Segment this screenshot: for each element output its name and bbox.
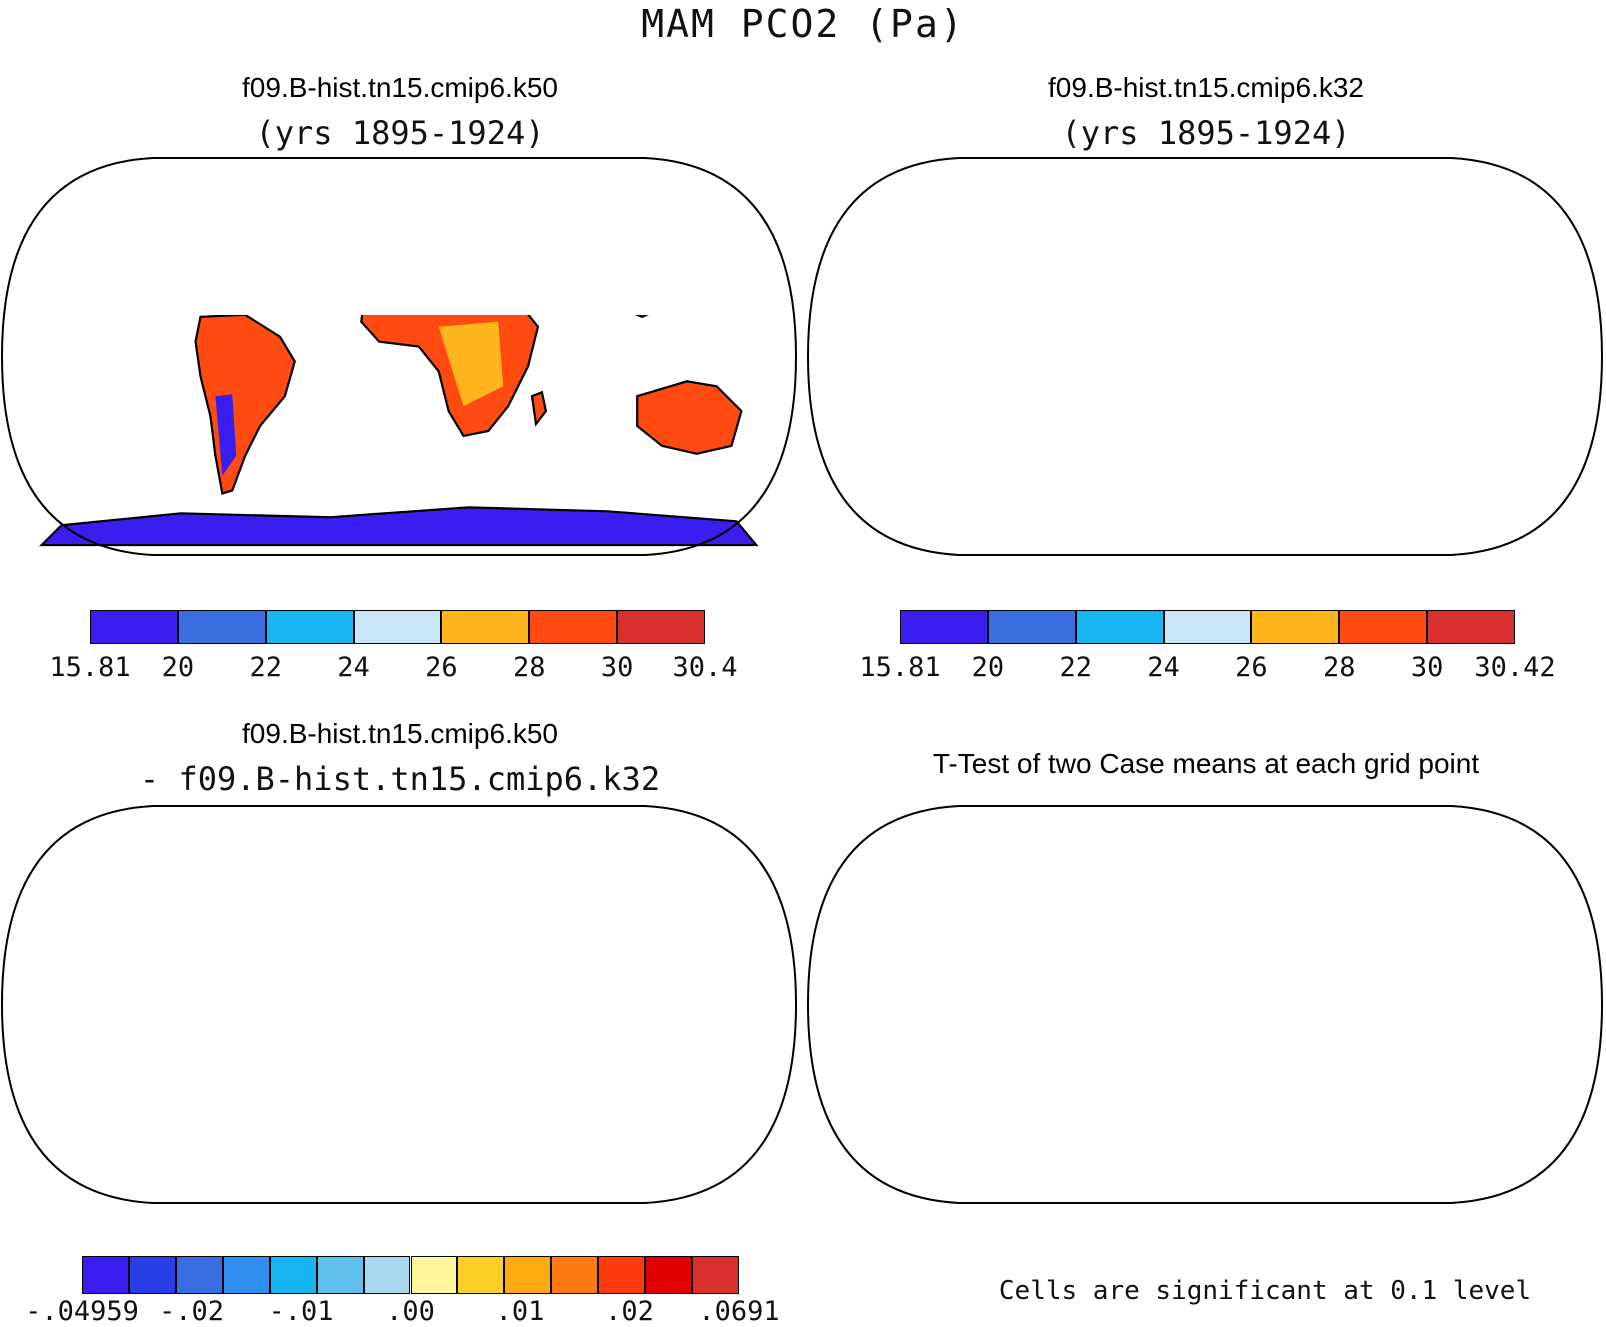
map-frame [0, 157, 798, 556]
colorbar-label: 15.81 [49, 652, 131, 683]
colorbar-label: .00 [386, 1296, 435, 1327]
colorbar-label: -.01 [268, 1296, 334, 1327]
map-frame [806, 157, 1604, 556]
panel-top-left-title: f09.B-hist.tn15.cmip6.k50 [242, 72, 558, 103]
colorbar-label: -.02 [158, 1296, 225, 1327]
colorbar-swatch [551, 1256, 599, 1294]
ocean [2, 806, 796, 1203]
coastline-australia [636, 380, 743, 455]
colorbar-label: 20 [161, 652, 195, 683]
panel-top-right-subtitle: (yrs 1895-1924) [1061, 114, 1351, 152]
figure-title: MAM PCO2 (Pa) [641, 2, 965, 46]
colorbar-swatch [1163, 610, 1252, 644]
ocean [2, 158, 796, 555]
map-bottom-right [806, 805, 1604, 1204]
colorbar-label: 30 [1410, 652, 1444, 683]
colorbar-label: 20 [971, 652, 1005, 683]
colorbar-swatch [457, 1256, 505, 1294]
colorbar-swatch [269, 1256, 317, 1294]
colorbar-swatch [529, 610, 618, 644]
coastline-southAmerica [194, 314, 296, 495]
colorbar-swatch [265, 610, 354, 644]
map-top-right [806, 157, 1604, 556]
colorbar-label: 26 [425, 652, 458, 683]
colorbar-swatch [1251, 610, 1340, 644]
colorbar-label: 30.42 [1474, 652, 1556, 683]
colorbar-swatch [441, 610, 530, 644]
colorbar-swatch [410, 1256, 458, 1294]
map-frame [0, 805, 798, 1204]
panel-bottom-right-title: T-Test of two Case means at each grid po… [932, 748, 1480, 779]
colorbar-swatch [175, 1256, 223, 1294]
colorbar-swatch [1427, 610, 1515, 644]
colorbar-swatch [598, 1256, 646, 1294]
ocean [808, 806, 1602, 1203]
map-bottom-left [0, 805, 798, 1204]
coastline-africa [360, 314, 540, 438]
land-antarctica [41, 507, 757, 546]
coastline-madagascar [530, 390, 548, 427]
colorbar-label: 28 [1323, 652, 1356, 683]
colorbar-label: .02 [605, 1296, 654, 1327]
colorbar-swatch [90, 610, 178, 644]
panel-top-right-title: f09.B-hist.tn15.cmip6.k32 [1048, 72, 1364, 103]
colorbar-swatch [645, 1256, 693, 1294]
ocean [808, 158, 1602, 555]
colorbar-swatch [987, 610, 1076, 644]
colorbar-label: 15.81 [859, 652, 941, 683]
panel-bottom-left-subtitle: - f09.B-hist.tn15.cmip6.k32 [139, 760, 661, 798]
colorbar-swatch [177, 610, 266, 644]
colorbar-label: .01 [495, 1296, 545, 1327]
colorbar-swatch [353, 610, 442, 644]
colorbar-swatch [617, 610, 705, 644]
colorbar-swatch [363, 1256, 411, 1294]
colorbar-label: 24 [1147, 652, 1180, 683]
panel-bottom-right-footer: Cells are significant at 0.1 level [998, 1276, 1532, 1306]
colorbar-swatch [128, 1256, 176, 1294]
map-top-left [0, 157, 798, 556]
colorbar-label: 26 [1235, 652, 1268, 683]
colorbar-swatch [504, 1256, 552, 1294]
colorbar-swatch [692, 1256, 739, 1294]
colorbar-label: 30.4 [672, 652, 738, 683]
colorbar-swatch [1339, 610, 1428, 644]
colorbar-swatch [1075, 610, 1164, 644]
coastline-antarctica [39, 506, 759, 547]
panel-bottom-left-title: f09.B-hist.tn15.cmip6.k50 [242, 718, 558, 749]
panel-top-left-subtitle: (yrs 1895-1924) [255, 114, 545, 152]
colorbar-label: 28 [513, 652, 546, 683]
colorbar-swatch [82, 1256, 129, 1294]
colorbar-swatch [900, 610, 988, 644]
field-patch [438, 321, 504, 407]
colorbar-label: 24 [337, 652, 370, 683]
land-australia [637, 381, 742, 454]
map-frame [806, 805, 1604, 1204]
colorbar-swatch [316, 1256, 364, 1294]
colorbar-label: 22 [1059, 652, 1092, 683]
colorbar-label: 22 [249, 652, 282, 683]
colorbar-label: .0691 [698, 1296, 780, 1327]
colorbar-label: -.04959 [25, 1296, 139, 1327]
colorbar-label: 30 [600, 652, 634, 683]
field-patch [215, 394, 237, 476]
colorbar-swatch [222, 1256, 270, 1294]
